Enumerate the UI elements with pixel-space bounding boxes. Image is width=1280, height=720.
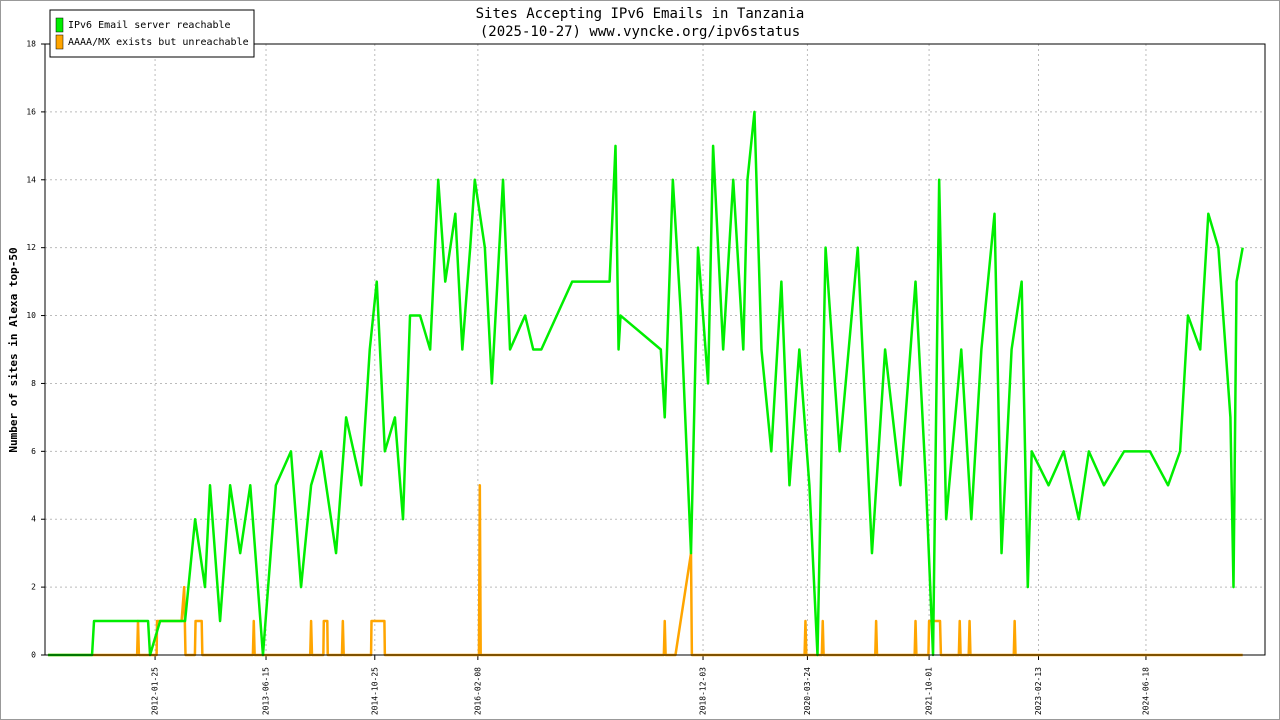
- y-tick-label: 16: [26, 107, 36, 116]
- y-tick-label: 12: [26, 243, 36, 252]
- legend-label: AAAA/MX exists but unreachable: [68, 37, 249, 48]
- legend-box: [49, 9, 255, 58]
- y-tick-label: 0: [31, 651, 36, 660]
- y-tick-label: 4: [31, 515, 36, 524]
- y-tick-label: 6: [31, 447, 36, 456]
- y-tick-label: 10: [26, 311, 36, 320]
- x-tick-label: 2014-10-25: [370, 667, 379, 715]
- x-tick-label: 2016-02-08: [473, 667, 482, 715]
- y-tick-label: 8: [31, 379, 36, 388]
- x-tick-label: 2024-06-18: [1141, 667, 1150, 715]
- x-tick-label: 2012-01-25: [151, 667, 160, 715]
- x-tick-label: 2018-12-03: [699, 667, 708, 715]
- y-tick-label: 18: [26, 40, 36, 49]
- x-tick-label: 2020-03-24: [803, 667, 812, 715]
- legend: IPv6 Email server reachable AAAA/MX exist…: [49, 9, 255, 58]
- y-tick-label: 2: [31, 583, 36, 592]
- legend-swatch: [55, 17, 64, 33]
- y-axis-label: Number of sites in Alexa top-50: [7, 247, 20, 452]
- series-line: [48, 110, 1244, 657]
- legend-swatch: [55, 34, 64, 50]
- x-tick-label: 2013-06-15: [262, 667, 271, 715]
- chart-subtitle: (2025-10-27) www.vyncke.org/ipv6status: [480, 24, 800, 40]
- y-tick-label: 14: [26, 175, 36, 184]
- x-tick-label: 2021-10-01: [925, 667, 934, 715]
- x-tick-label: 2023-02-13: [1034, 667, 1043, 715]
- chart-title: Sites Accepting IPv6 Emails in Tanzania: [476, 6, 805, 22]
- legend-label: IPv6 Email server reachable: [68, 20, 231, 31]
- grid: 0 2 4 6 8 10 12 14 16 18 2012-01-25 2013-06-15 2014-…: [26, 40, 1265, 715]
- axes-box: [44, 43, 1266, 656]
